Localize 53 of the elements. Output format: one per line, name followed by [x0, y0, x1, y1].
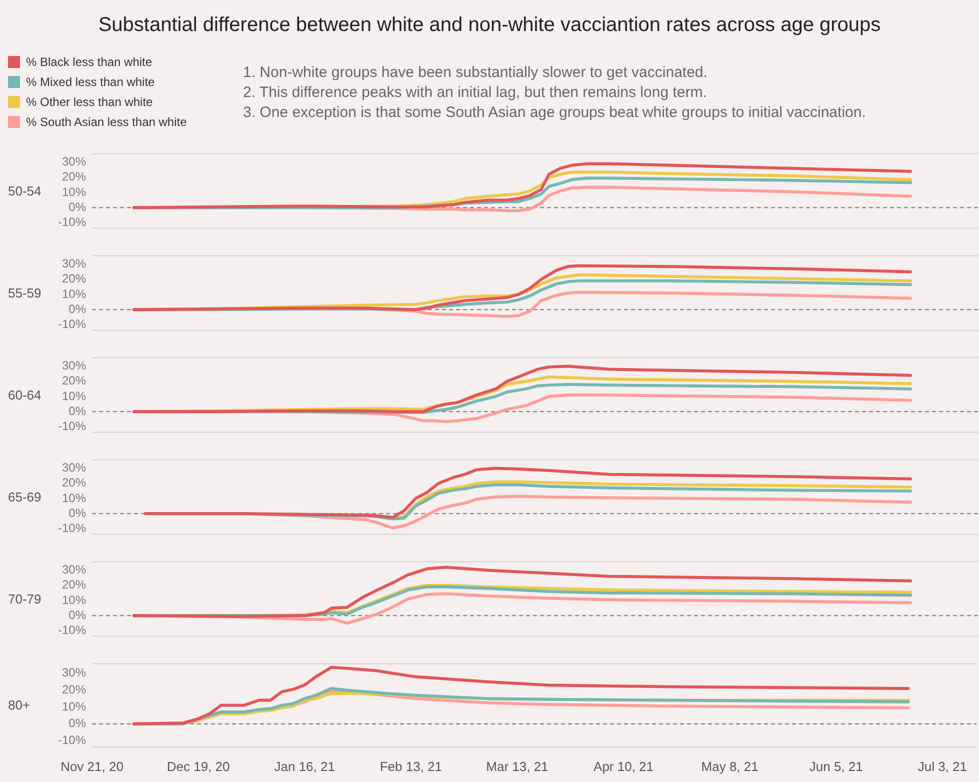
- y-tick-label: 30%: [62, 460, 86, 475]
- legend-label: % South Asian less than white: [26, 115, 187, 129]
- y-axis-title: 60-64: [8, 388, 42, 402]
- y-tick-label: 10%: [62, 592, 86, 607]
- x-tick-label: Jun 5, 21: [809, 758, 863, 774]
- y-tick-label: 30%: [62, 666, 86, 680]
- y-axis-title: 65-69: [8, 490, 42, 504]
- y-tick-label: 20%: [62, 578, 86, 592]
- x-tick-label: Jan 16, 21: [274, 758, 335, 774]
- chart-title: Substantial difference between white and non-white vacciantion rates across age groups: [97, 14, 882, 37]
- y-tick-label: 10%: [62, 699, 86, 714]
- y-tick-label: 10%: [62, 286, 86, 301]
- y-tick-label: 30%: [62, 154, 86, 169]
- x-tick-label: May 8, 21: [701, 758, 758, 774]
- legend-label: % Other less than white: [26, 95, 153, 109]
- x-tick-label: Mar 13, 21: [486, 758, 548, 774]
- legend-label: % Mixed less than white: [26, 75, 155, 89]
- y-tick-label: 20%: [62, 170, 86, 184]
- y-axis-title: 70-79: [8, 592, 42, 606]
- x-tick-label: Dec 19, 20: [166, 758, 230, 774]
- y-axis-title: 50-54: [8, 184, 42, 198]
- y-tick-label: 30%: [62, 256, 86, 271]
- y-tick-label: 0%: [68, 506, 86, 520]
- y-tick-label: 20%: [62, 374, 86, 388]
- y-tick-label: 10%: [62, 184, 86, 199]
- y-tick-label: 0%: [68, 404, 86, 418]
- y-tick-label: 0%: [68, 608, 86, 622]
- text: 1. Non-white groups have been substantially slower to get vaccinated.: [243, 63, 708, 83]
- y-tick-label: 30%: [62, 562, 86, 577]
- text: 3. One exception is that some South Asian age groups beat white groups to initial vaccination.: [243, 103, 866, 123]
- y-axis-title: 80+: [8, 698, 30, 713]
- x-tick-label: Jul 3, 21: [918, 758, 968, 774]
- y-tick-label: 0%: [68, 716, 86, 730]
- x-tick-label: Nov 21, 20: [60, 758, 124, 774]
- x-tick-label: Feb 13, 21: [380, 758, 442, 774]
- y-tick-label: -10%: [58, 623, 86, 638]
- y-tick-label: -10%: [58, 215, 86, 230]
- y-tick-label: 0%: [68, 200, 86, 214]
- y-tick-label: 30%: [62, 358, 86, 373]
- y-tick-label: -10%: [58, 521, 86, 536]
- y-tick-label: 20%: [62, 476, 86, 490]
- y-tick-label: -10%: [58, 419, 86, 434]
- legend-label: % Black less than white: [26, 55, 152, 69]
- y-tick-label: 20%: [62, 272, 86, 286]
- y-tick-label: 20%: [62, 682, 86, 696]
- y-tick-label: 10%: [62, 388, 86, 403]
- x-tick-label: Apr 10, 21: [594, 758, 654, 774]
- text: 2. This difference peaks with an initial lag, but then remains long term.: [243, 83, 708, 103]
- y-tick-label: 10%: [62, 490, 86, 505]
- y-tick-label: -10%: [58, 317, 86, 332]
- y-axis-title: 55-59: [8, 286, 42, 300]
- y-tick-label: -10%: [58, 732, 86, 747]
- y-tick-label: 0%: [68, 302, 86, 316]
